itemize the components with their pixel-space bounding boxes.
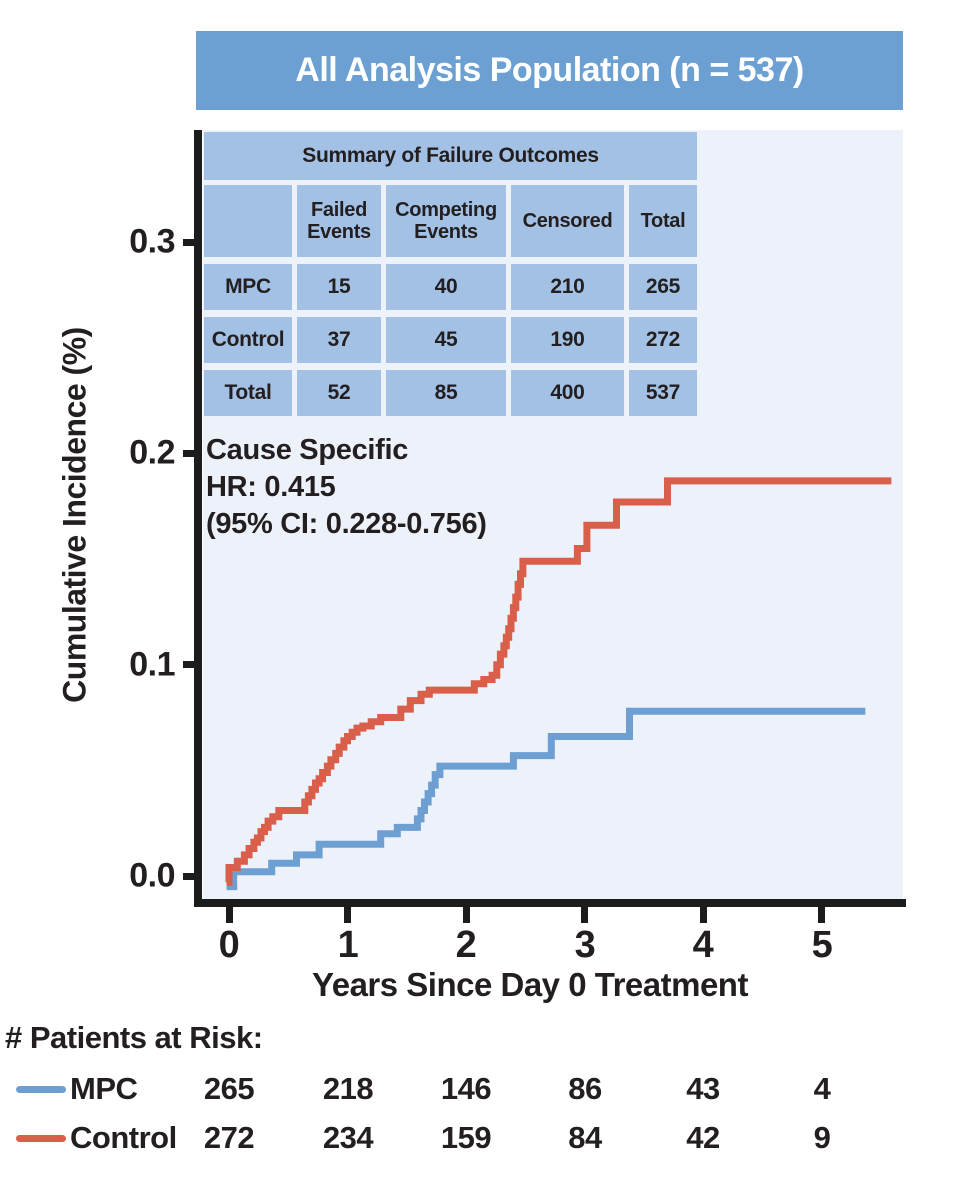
x-tick-label: 3: [574, 924, 596, 966]
incidence-chart: [225, 477, 892, 891]
table-cell: 85: [386, 370, 506, 416]
annotation-line: Cause Specific: [206, 434, 409, 466]
y-tick-label: 0.1: [129, 645, 175, 684]
table-cell: 537: [629, 370, 697, 416]
at-risk-count: 42: [686, 1120, 720, 1155]
y-tick: [183, 239, 195, 246]
x-tick-label: 0: [218, 924, 240, 966]
table-header-corner: [204, 185, 292, 257]
at-risk-count: 84: [568, 1120, 602, 1155]
summary-table-title: Summary of Failure Outcomes: [204, 132, 697, 180]
at-risk-count: 265: [203, 1071, 255, 1106]
table-cell: 265: [629, 264, 697, 310]
control-legend-line: [16, 1135, 66, 1142]
y-tick-label: 0.2: [129, 433, 175, 472]
table-header-competing-events: Competing Events: [386, 185, 506, 257]
page-title: All Analysis Population (n = 537): [196, 31, 903, 110]
y-axis-title: Cumulative Incidence (%): [56, 327, 93, 703]
x-tick: [581, 907, 588, 923]
table-cell: 15: [297, 264, 381, 310]
mpc-legend-line: [16, 1086, 66, 1093]
summary-table-grid: Failed Events Competing Events Censored …: [204, 185, 697, 416]
x-tick: [226, 907, 233, 923]
at-risk-count: 272: [203, 1120, 255, 1155]
y-axis-spine: [194, 130, 202, 907]
at-risk-count: 86: [568, 1071, 602, 1106]
patients-at-risk-title: # Patients at Risk:: [5, 1020, 263, 1055]
hazard-ratio-annotation: Cause Specific HR: 0.415 (95% CI: 0.228-…: [206, 432, 487, 543]
y-tick: [183, 873, 195, 880]
y-tick-label: 0.3: [129, 222, 175, 261]
at-risk-count: 218: [322, 1071, 374, 1106]
table-header-censored: Censored: [511, 185, 624, 257]
at-risk-count: 159: [440, 1120, 492, 1155]
at-risk-count: 234: [322, 1120, 374, 1155]
table-header-total: Total: [629, 185, 697, 257]
table-row-label-control: Control: [204, 317, 292, 363]
legend-label-control: Control: [70, 1120, 177, 1155]
table-row-label-mpc: MPC: [204, 264, 292, 310]
annotation-line: (95% CI: 0.228-0.756): [206, 508, 487, 540]
x-tick: [818, 907, 825, 923]
summary-table: Summary of Failure Outcomes Failed Event…: [204, 132, 697, 416]
curve-mpc: [226, 707, 866, 891]
at-risk-count: 9: [813, 1120, 831, 1155]
table-cell: 272: [629, 317, 697, 363]
x-tick-label: 2: [455, 924, 477, 966]
y-tick: [183, 661, 195, 668]
x-tick-label: 1: [337, 924, 359, 966]
x-tick-label: 4: [692, 924, 714, 966]
table-cell: 37: [297, 317, 381, 363]
y-tick-label: 0.0: [129, 856, 175, 895]
table-header-failed-events: Failed Events: [297, 185, 381, 257]
legend-label-mpc: MPC: [70, 1071, 138, 1106]
x-axis-spine: [194, 899, 906, 907]
at-risk-count: 43: [686, 1071, 720, 1106]
table-row-label-total: Total: [204, 370, 292, 416]
y-tick: [183, 450, 195, 457]
at-risk-count: 146: [440, 1071, 492, 1106]
x-tick: [344, 907, 351, 923]
table-cell: 52: [297, 370, 381, 416]
annotation-line: HR: 0.415: [206, 471, 336, 503]
x-axis-title: Years Since Day 0 Treatment: [312, 966, 748, 1003]
table-cell: 190: [511, 317, 624, 363]
at-risk-count: 4: [813, 1071, 831, 1106]
x-tick-label: 5: [811, 924, 833, 966]
table-cell: 400: [511, 370, 624, 416]
curve-control: [225, 477, 892, 886]
x-tick: [463, 907, 470, 923]
table-cell: 45: [386, 317, 506, 363]
table-cell: 210: [511, 264, 624, 310]
x-tick: [700, 907, 707, 923]
table-cell: 40: [386, 264, 506, 310]
